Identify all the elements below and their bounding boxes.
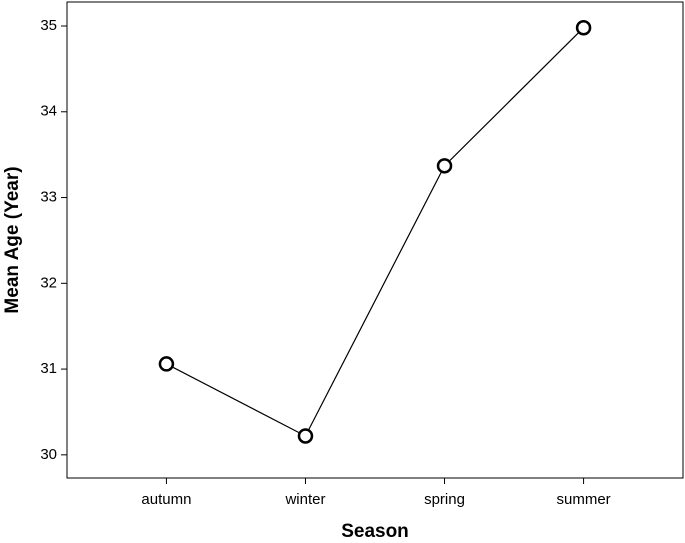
y-tick-label: 32 [40,274,57,291]
data-point [297,428,314,444]
y-tick-label: 34 [40,103,57,120]
x-axis-title: Season [341,521,409,542]
y-tick-label: 33 [40,189,57,206]
y-tick-label: 31 [40,360,57,377]
data-point [158,356,175,372]
data-point [436,158,453,174]
y-tick-label: 30 [40,446,57,463]
x-tick-label: spring [424,491,465,508]
plot-frame [66,1,684,479]
y-axis-title: Mean Age (Year) [2,166,23,313]
data-point [575,19,592,36]
x-tick-label: summer [556,491,610,508]
y-tick-label: 35 [40,17,57,34]
data-line [166,27,585,437]
x-tick-label: winter [284,491,325,508]
x-tick-label: autumn [141,491,191,508]
